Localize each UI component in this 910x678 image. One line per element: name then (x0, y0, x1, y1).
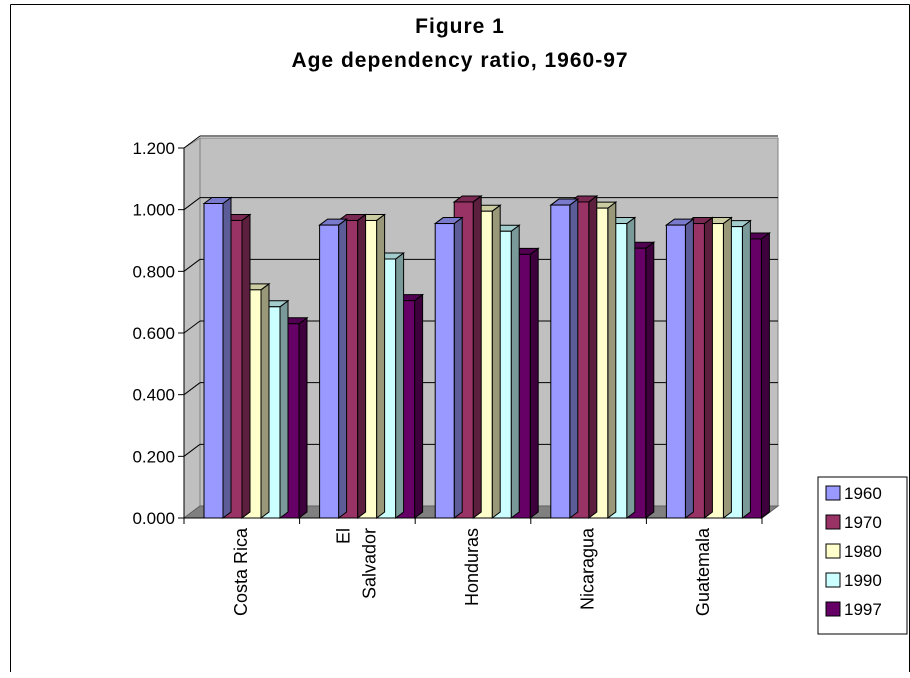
legend-label: 1970 (844, 513, 882, 532)
bar (549, 198, 580, 519)
bars (202, 194, 771, 519)
y-tick-label: 1.000 (132, 201, 175, 220)
legend-swatch (825, 601, 841, 617)
bar-side (607, 201, 617, 519)
bar (433, 216, 464, 519)
legend-label: 1990 (844, 571, 882, 590)
chart-title: Figure 1 (415, 15, 505, 38)
x-tick-label: El (333, 528, 353, 544)
y-tick-label: 0.800 (132, 262, 175, 281)
bar-side (414, 293, 424, 519)
bar-side (241, 213, 251, 519)
bar-front (550, 204, 571, 519)
gridline-diagonal (183, 135, 201, 149)
bar-side (453, 216, 463, 519)
bar-side (472, 194, 482, 519)
y-tick-label: 0.200 (132, 447, 175, 466)
bar-side (588, 194, 598, 519)
gridline-diagonal (183, 443, 201, 457)
bar-front (203, 203, 224, 519)
legend: 1960 1970 1980 1990 1997 (817, 476, 908, 635)
bar-side (529, 247, 539, 519)
bar-front (319, 224, 340, 519)
legend-swatch (825, 485, 841, 501)
bar-side (279, 299, 289, 519)
bar-front (665, 224, 686, 519)
bar-side (260, 282, 270, 519)
x-tick-label: Nicaragua (578, 527, 598, 610)
bar-front (434, 223, 455, 519)
y-tick-label: 1.200 (132, 139, 175, 158)
legend-items: 1960 1970 1980 1990 1997 (825, 484, 882, 619)
bar (202, 196, 233, 519)
legend-label: 1980 (844, 542, 882, 561)
bar-side (645, 241, 655, 519)
gridline-diagonal (183, 258, 201, 272)
legend-label: 1997 (844, 600, 882, 619)
bar (721, 219, 752, 519)
x-tick-label: Salvador (359, 528, 379, 599)
bar-side (760, 231, 770, 519)
bar-side (626, 216, 636, 519)
bar-side (491, 204, 501, 519)
bar-side (298, 316, 308, 519)
bar-side (569, 198, 579, 519)
bar-side (703, 216, 713, 519)
bar-side (741, 219, 751, 519)
bar-side (684, 218, 694, 519)
chart-subtitle: Age dependency ratio, 1960-97 (291, 49, 628, 72)
bar-side (222, 196, 232, 519)
y-tick-label: 0.600 (132, 324, 175, 343)
bar (568, 194, 599, 519)
y-tick-label: 0.400 (132, 386, 175, 405)
bar (664, 218, 695, 519)
legend-swatch (825, 543, 841, 559)
bar-side (395, 252, 405, 519)
x-tick-label: Guatemala (693, 527, 713, 616)
bar-side (357, 213, 367, 519)
bar-side (338, 218, 348, 519)
y-axis-ticks: 0.000 0.200 0.400 0.600 0.800 1.000 1.200 (132, 139, 184, 528)
plot-left-wall (183, 137, 201, 519)
bar-side (722, 216, 732, 519)
bar (318, 218, 349, 519)
x-axis-ticks (183, 518, 763, 524)
legend-swatch (825, 572, 841, 588)
y-tick-label: 0.000 (132, 509, 175, 528)
x-tick-label: Honduras (462, 528, 482, 606)
category-labels: Costa Rica El Salvador Honduras Nicaragua Gua… (231, 527, 713, 616)
legend-swatch (825, 514, 841, 530)
gridline-diagonal (183, 197, 201, 211)
gridline-diagonal (183, 382, 201, 396)
gridline-diagonal (183, 320, 201, 334)
bar-side (510, 224, 520, 519)
legend-label: 1960 (844, 484, 882, 503)
bar-side (376, 213, 386, 519)
x-tick-label: Costa Rica (231, 527, 251, 616)
